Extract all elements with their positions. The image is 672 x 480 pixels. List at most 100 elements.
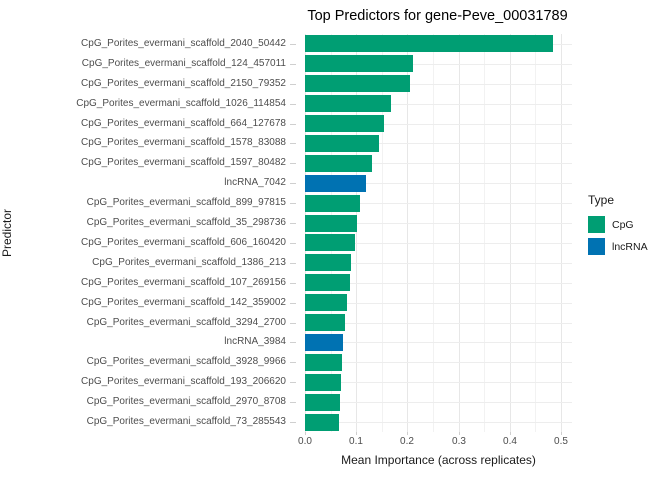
bar-CpG_Porites_evermani_scaffold_35_298736 — [305, 215, 357, 232]
gridline-horizontal — [305, 382, 572, 383]
gridline-horizontal — [305, 203, 572, 204]
y-tick-mark — [290, 323, 296, 324]
gridline-minor — [331, 34, 332, 432]
y-tick-label: CpG_Porites_evermani_scaffold_142_359002 — [81, 297, 286, 308]
bar-CpG_Porites_evermani_scaffold_1597_80482 — [305, 155, 372, 172]
x-tick-mark — [407, 432, 408, 435]
y-axis-labels: CpG_Porites_evermani_scaffold_2040_50442… — [0, 34, 302, 432]
x-tick-label: 0.2 — [400, 436, 414, 447]
x-tick-mark — [459, 432, 460, 435]
x-tick-mark — [510, 432, 511, 435]
gridline-major — [356, 34, 357, 432]
x-tick-label: 0.0 — [298, 436, 312, 447]
legend-item-lncRNA: lncRNA — [588, 238, 648, 255]
y-tick-label: CpG_Porites_evermani_scaffold_606_160420 — [81, 237, 286, 248]
x-tick-mark — [305, 432, 306, 435]
y-tick-label: CpG_Porites_evermani_scaffold_2150_79352 — [81, 78, 286, 89]
legend-item-CpG: CpG — [588, 216, 648, 233]
gridline-horizontal — [305, 402, 572, 403]
gridline-horizontal — [305, 223, 572, 224]
gridline-horizontal — [305, 323, 572, 324]
gridline-horizontal — [305, 84, 572, 85]
gridline-horizontal — [305, 283, 572, 284]
y-tick-mark — [290, 342, 296, 343]
y-tick-label: CpG_Porites_evermani_scaffold_3294_2700 — [86, 317, 286, 328]
x-axis-title: Mean Importance (across replicates) — [341, 453, 536, 467]
legend-key-swatch — [588, 216, 605, 233]
bar-CpG_Porites_evermani_scaffold_2970_8708 — [305, 394, 340, 411]
bar-CpG_Porites_evermani_scaffold_142_359002 — [305, 294, 347, 311]
bar-CpG_Porites_evermani_scaffold_73_285543 — [305, 414, 339, 431]
x-tick-label: 0.1 — [349, 436, 363, 447]
gridline-horizontal — [305, 64, 572, 65]
y-tick-mark — [290, 223, 296, 224]
bar-lncRNA_7042 — [305, 175, 366, 192]
y-tick-label: CpG_Porites_evermani_scaffold_2970_8708 — [86, 396, 286, 407]
y-tick-mark — [290, 263, 296, 264]
x-axis: 0.0 0.1 0.2 0.3 0.4 0.5 — [298, 432, 572, 450]
gridline-minor — [535, 34, 536, 432]
bar-CpG_Porites_evermani_scaffold_193_206620 — [305, 374, 341, 391]
gridline-horizontal — [305, 263, 572, 264]
y-tick-mark — [290, 44, 296, 45]
y-tick-mark — [290, 243, 296, 244]
bar-CpG_Porites_evermani_scaffold_2040_50442 — [305, 35, 553, 52]
y-tick-mark — [290, 203, 296, 204]
x-tick-mark — [561, 432, 562, 435]
y-tick-label: CpG_Porites_evermani_scaffold_1597_80482 — [81, 157, 286, 168]
y-tick-label: CpG_Porites_evermani_scaffold_1578_83088 — [81, 137, 286, 148]
gridline-horizontal — [305, 104, 572, 105]
legend-key-swatch — [588, 238, 605, 255]
x-tick-mark — [356, 432, 357, 435]
y-tick-label: lncRNA_3984 — [224, 336, 286, 347]
y-tick-mark — [290, 183, 296, 184]
legend-label: CpG — [612, 218, 634, 231]
gridline-horizontal — [305, 124, 572, 125]
chart-title: Top Predictors for gene-Peve_00031789 — [307, 8, 568, 24]
gridline-horizontal — [305, 303, 572, 304]
gridline-horizontal — [305, 143, 572, 144]
gridline-horizontal — [305, 183, 572, 184]
y-tick-mark — [290, 104, 296, 105]
y-tick-label: CpG_Porites_evermani_scaffold_899_97815 — [86, 197, 286, 208]
gridline-horizontal — [305, 342, 572, 343]
plot-panel — [305, 34, 572, 432]
y-tick-label: CpG_Porites_evermani_scaffold_664_127678 — [81, 118, 286, 129]
y-tick-mark — [290, 402, 296, 403]
y-tick-mark — [290, 64, 296, 65]
legend-title: Type — [588, 193, 615, 207]
gridline-horizontal — [305, 243, 572, 244]
y-tick-label: lncRNA_7042 — [224, 177, 286, 188]
y-tick-mark — [290, 84, 296, 85]
y-tick-mark — [290, 382, 296, 383]
bar-CpG_Porites_evermani_scaffold_1578_83088 — [305, 135, 379, 152]
gridline-major — [459, 34, 460, 432]
legend-label: lncRNA — [612, 240, 648, 253]
gridline-minor — [484, 34, 485, 432]
gridline-horizontal — [305, 163, 572, 164]
bar-CpG_Porites_evermani_scaffold_3928_9966 — [305, 354, 342, 371]
gridline-horizontal — [305, 422, 572, 423]
y-tick-mark — [290, 143, 296, 144]
gridline-horizontal — [305, 362, 572, 363]
legend-items: CpG lncRNA — [588, 216, 648, 255]
y-tick-label: CpG_Porites_evermani_scaffold_73_285543 — [86, 416, 286, 427]
gridline-major — [510, 34, 511, 432]
gridline-minor — [433, 34, 434, 432]
y-tick-label: CpG_Porites_evermani_scaffold_2040_50442 — [81, 38, 286, 49]
x-tick-label: 0.4 — [503, 436, 517, 447]
y-tick-label: CpG_Porites_evermani_scaffold_124_457011 — [81, 58, 286, 69]
bar-CpG_Porites_evermani_scaffold_107_269156 — [305, 274, 350, 291]
legend: Type CpG lncRNA — [588, 193, 648, 260]
y-tick-mark — [290, 163, 296, 164]
y-tick-label: CpG_Porites_evermani_scaffold_193_206620 — [81, 376, 286, 387]
bar-CpG_Porites_evermani_scaffold_2150_79352 — [305, 75, 410, 92]
gridline-minor — [382, 34, 383, 432]
y-tick-label: CpG_Porites_evermani_scaffold_1386_213 — [92, 257, 286, 268]
gridline-major — [407, 34, 408, 432]
y-tick-label: CpG_Porites_evermani_scaffold_1026_11485… — [76, 98, 286, 109]
x-tick-label: 0.5 — [554, 436, 568, 447]
bar-CpG_Porites_evermani_scaffold_3294_2700 — [305, 314, 345, 331]
bar-CpG_Porites_evermani_scaffold_1026_114854 — [305, 95, 391, 112]
